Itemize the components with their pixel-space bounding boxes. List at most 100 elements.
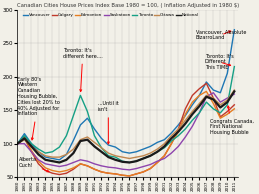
Saskatoon: [100, 165, 103, 167]
Calgary: [149, 167, 152, 170]
Calgary: [128, 175, 131, 177]
Saskatoon: [170, 152, 173, 154]
Toronto: [212, 108, 215, 110]
Saskatoon: [44, 163, 47, 165]
Ottawa: [93, 141, 96, 144]
Edmonton: [212, 102, 215, 105]
Vancouver: [93, 128, 96, 130]
Text: Toronto: It's
Different
This TIME: Toronto: It's Different This TIME: [205, 54, 234, 70]
Calgary: [156, 161, 159, 164]
Edmonton: [149, 167, 152, 170]
National: [205, 96, 208, 98]
Text: Alberta
Ouch!: Alberta Ouch!: [19, 157, 49, 172]
Ottawa: [51, 156, 54, 158]
Calgary: [93, 168, 96, 170]
Vancouver: [170, 132, 173, 134]
Saskatoon: [205, 96, 208, 98]
Ottawa: [149, 152, 152, 154]
Vancouver: [44, 156, 47, 158]
Vancouver: [205, 81, 208, 83]
Line: Edmonton: Edmonton: [17, 91, 234, 176]
Saskatoon: [65, 164, 68, 166]
Toronto: [44, 152, 47, 154]
Toronto: [198, 112, 201, 114]
Vancouver: [65, 153, 68, 156]
Edmonton: [23, 136, 26, 138]
Ottawa: [100, 147, 103, 149]
Legend: Vancouver, Calgary, Edmonton, Saskatoon, Toronto, Ottawa, National: Vancouver, Calgary, Edmonton, Saskatoon,…: [22, 12, 200, 19]
National: [135, 160, 138, 162]
National: [149, 155, 152, 157]
National: [121, 161, 124, 163]
National: [30, 145, 33, 148]
Vancouver: [72, 139, 75, 141]
Saskatoon: [51, 164, 54, 166]
Toronto: [93, 134, 96, 137]
Calgary: [163, 155, 166, 157]
Ottawa: [163, 143, 166, 145]
National: [163, 145, 166, 148]
Edmonton: [156, 161, 159, 164]
National: [226, 101, 229, 103]
Calgary: [58, 173, 61, 176]
Text: Vancouver, Absolute
BizarroLand: Vancouver, Absolute BizarroLand: [196, 30, 246, 40]
Calgary: [65, 172, 68, 174]
Saskatoon: [114, 167, 117, 169]
Ottawa: [79, 139, 82, 141]
Toronto: [107, 155, 110, 157]
Ottawa: [121, 156, 124, 158]
National: [233, 90, 236, 93]
Calgary: [233, 104, 236, 106]
Line: Calgary: Calgary: [17, 83, 234, 176]
Ottawa: [170, 134, 173, 137]
Edmonton: [65, 169, 68, 172]
Toronto: [184, 128, 187, 130]
Saskatoon: [37, 159, 40, 161]
National: [72, 152, 75, 154]
National: [107, 156, 110, 158]
National: [65, 159, 68, 161]
Ottawa: [86, 136, 89, 138]
National: [170, 137, 173, 139]
Edmonton: [44, 167, 47, 169]
Ottawa: [72, 148, 75, 150]
Saskatoon: [198, 112, 201, 114]
Edmonton: [233, 108, 236, 110]
Calgary: [72, 168, 75, 170]
Toronto: [100, 147, 103, 149]
Saskatoon: [226, 97, 229, 99]
Calgary: [170, 143, 173, 145]
National: [58, 161, 61, 164]
Toronto: [233, 65, 236, 68]
Calgary: [226, 110, 229, 113]
Calgary: [177, 128, 180, 130]
Vancouver: [219, 92, 222, 94]
Line: Ottawa: Ottawa: [17, 90, 234, 158]
Edmonton: [219, 117, 222, 119]
Toronto: [16, 143, 19, 145]
Edmonton: [58, 171, 61, 173]
Vancouver: [135, 151, 138, 153]
Edmonton: [128, 175, 131, 177]
Ottawa: [65, 153, 68, 156]
Toronto: [205, 101, 208, 103]
Calgary: [191, 94, 194, 97]
Edmonton: [37, 160, 40, 162]
Toronto: [37, 148, 40, 150]
Vancouver: [100, 137, 103, 139]
Calgary: [79, 163, 82, 165]
Ottawa: [205, 94, 208, 97]
Ottawa: [142, 155, 145, 157]
Calgary: [23, 137, 26, 139]
Saskatoon: [72, 161, 75, 164]
Edmonton: [121, 174, 124, 176]
Toronto: [30, 143, 33, 145]
Text: Early 80's
Western
Canadian
Housing Bubble,
Cities lost 20% to
40% Adjusted for
: Early 80's Western Canadian Housing Bubb…: [17, 77, 60, 140]
Calgary: [51, 172, 54, 174]
Vancouver: [37, 151, 40, 153]
Ottawa: [135, 156, 138, 158]
Calgary: [37, 163, 40, 165]
Toronto: [191, 119, 194, 121]
Ottawa: [191, 110, 194, 113]
National: [219, 106, 222, 109]
